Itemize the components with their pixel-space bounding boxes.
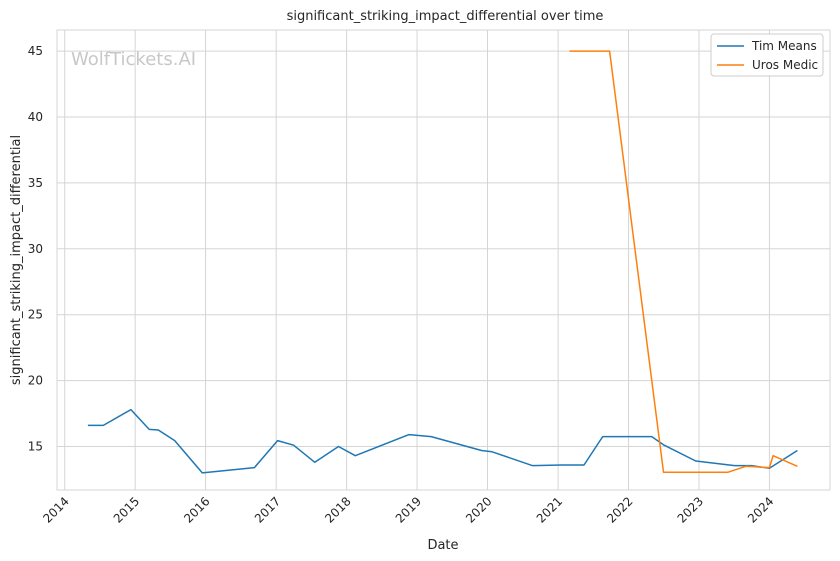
- legend-label: Uros Medic: [752, 58, 818, 72]
- x-tick-label: 2018: [322, 494, 353, 525]
- y-axis-label: significant_striking_impact_differential: [9, 135, 24, 385]
- y-tick-labels: 15 20 25 30 35 40 45: [28, 44, 43, 453]
- legend: Tim Means Uros Medic: [710, 33, 824, 77]
- x-tick-label: 2017: [252, 494, 283, 525]
- y-tick-label: 40: [28, 110, 43, 124]
- watermark: WolfTickets.AI: [71, 49, 196, 70]
- y-tick-label: 15: [28, 440, 43, 454]
- x-tick-label: 2019: [393, 494, 424, 525]
- x-tick-label: 2021: [534, 494, 565, 525]
- x-axis-label: Date: [427, 538, 458, 553]
- x-tick-label: 2022: [604, 494, 635, 525]
- y-tick-label: 25: [28, 308, 43, 322]
- grid: [57, 30, 830, 490]
- series-line-2: [569, 50, 798, 473]
- y-tick-label: 35: [28, 176, 43, 190]
- legend-label: Tim Means: [751, 39, 817, 53]
- x-tick-label: 2014: [40, 494, 71, 525]
- x-tick-label: 2016: [181, 494, 212, 525]
- y-tick-label: 45: [28, 44, 43, 58]
- plot-frame: [56, 29, 831, 491]
- series-layer: [87, 50, 798, 474]
- y-tick-label: 30: [28, 242, 43, 256]
- x-tick-label: 2023: [675, 494, 706, 525]
- chart-title: significant_striking_impact_differential…: [287, 9, 604, 24]
- series-line-1: [87, 408, 798, 474]
- x-tick-labels: 2014 2015 2016 2017 2018 2019 2020 2021 2022 2023…: [40, 494, 776, 525]
- x-tick-label: 2015: [111, 494, 142, 525]
- x-tick-label: 2024: [745, 494, 776, 525]
- x-tick-label: 2020: [463, 494, 494, 525]
- y-tick-label: 20: [28, 374, 43, 388]
